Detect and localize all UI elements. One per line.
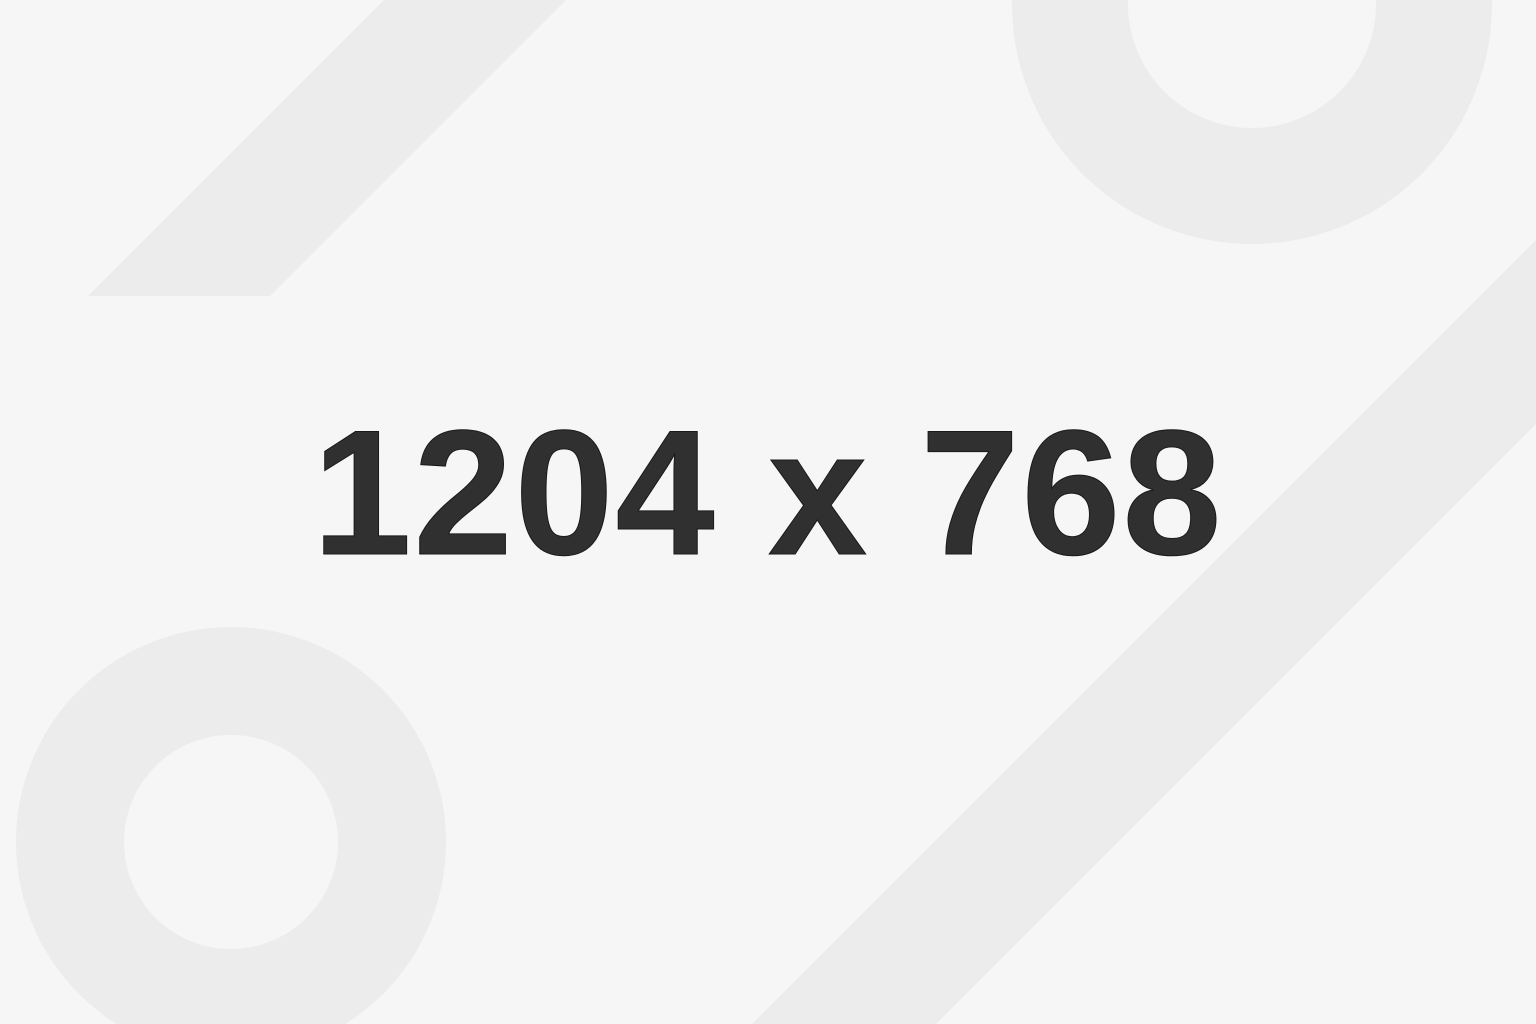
bottom-left-ring-shape xyxy=(16,627,446,1024)
top-left-slash-shape xyxy=(88,0,566,296)
diagonal-band-shape xyxy=(752,240,1536,1024)
dimension-label: 1204 x 768 xyxy=(312,393,1224,592)
top-right-ring-shape xyxy=(1012,0,1492,244)
